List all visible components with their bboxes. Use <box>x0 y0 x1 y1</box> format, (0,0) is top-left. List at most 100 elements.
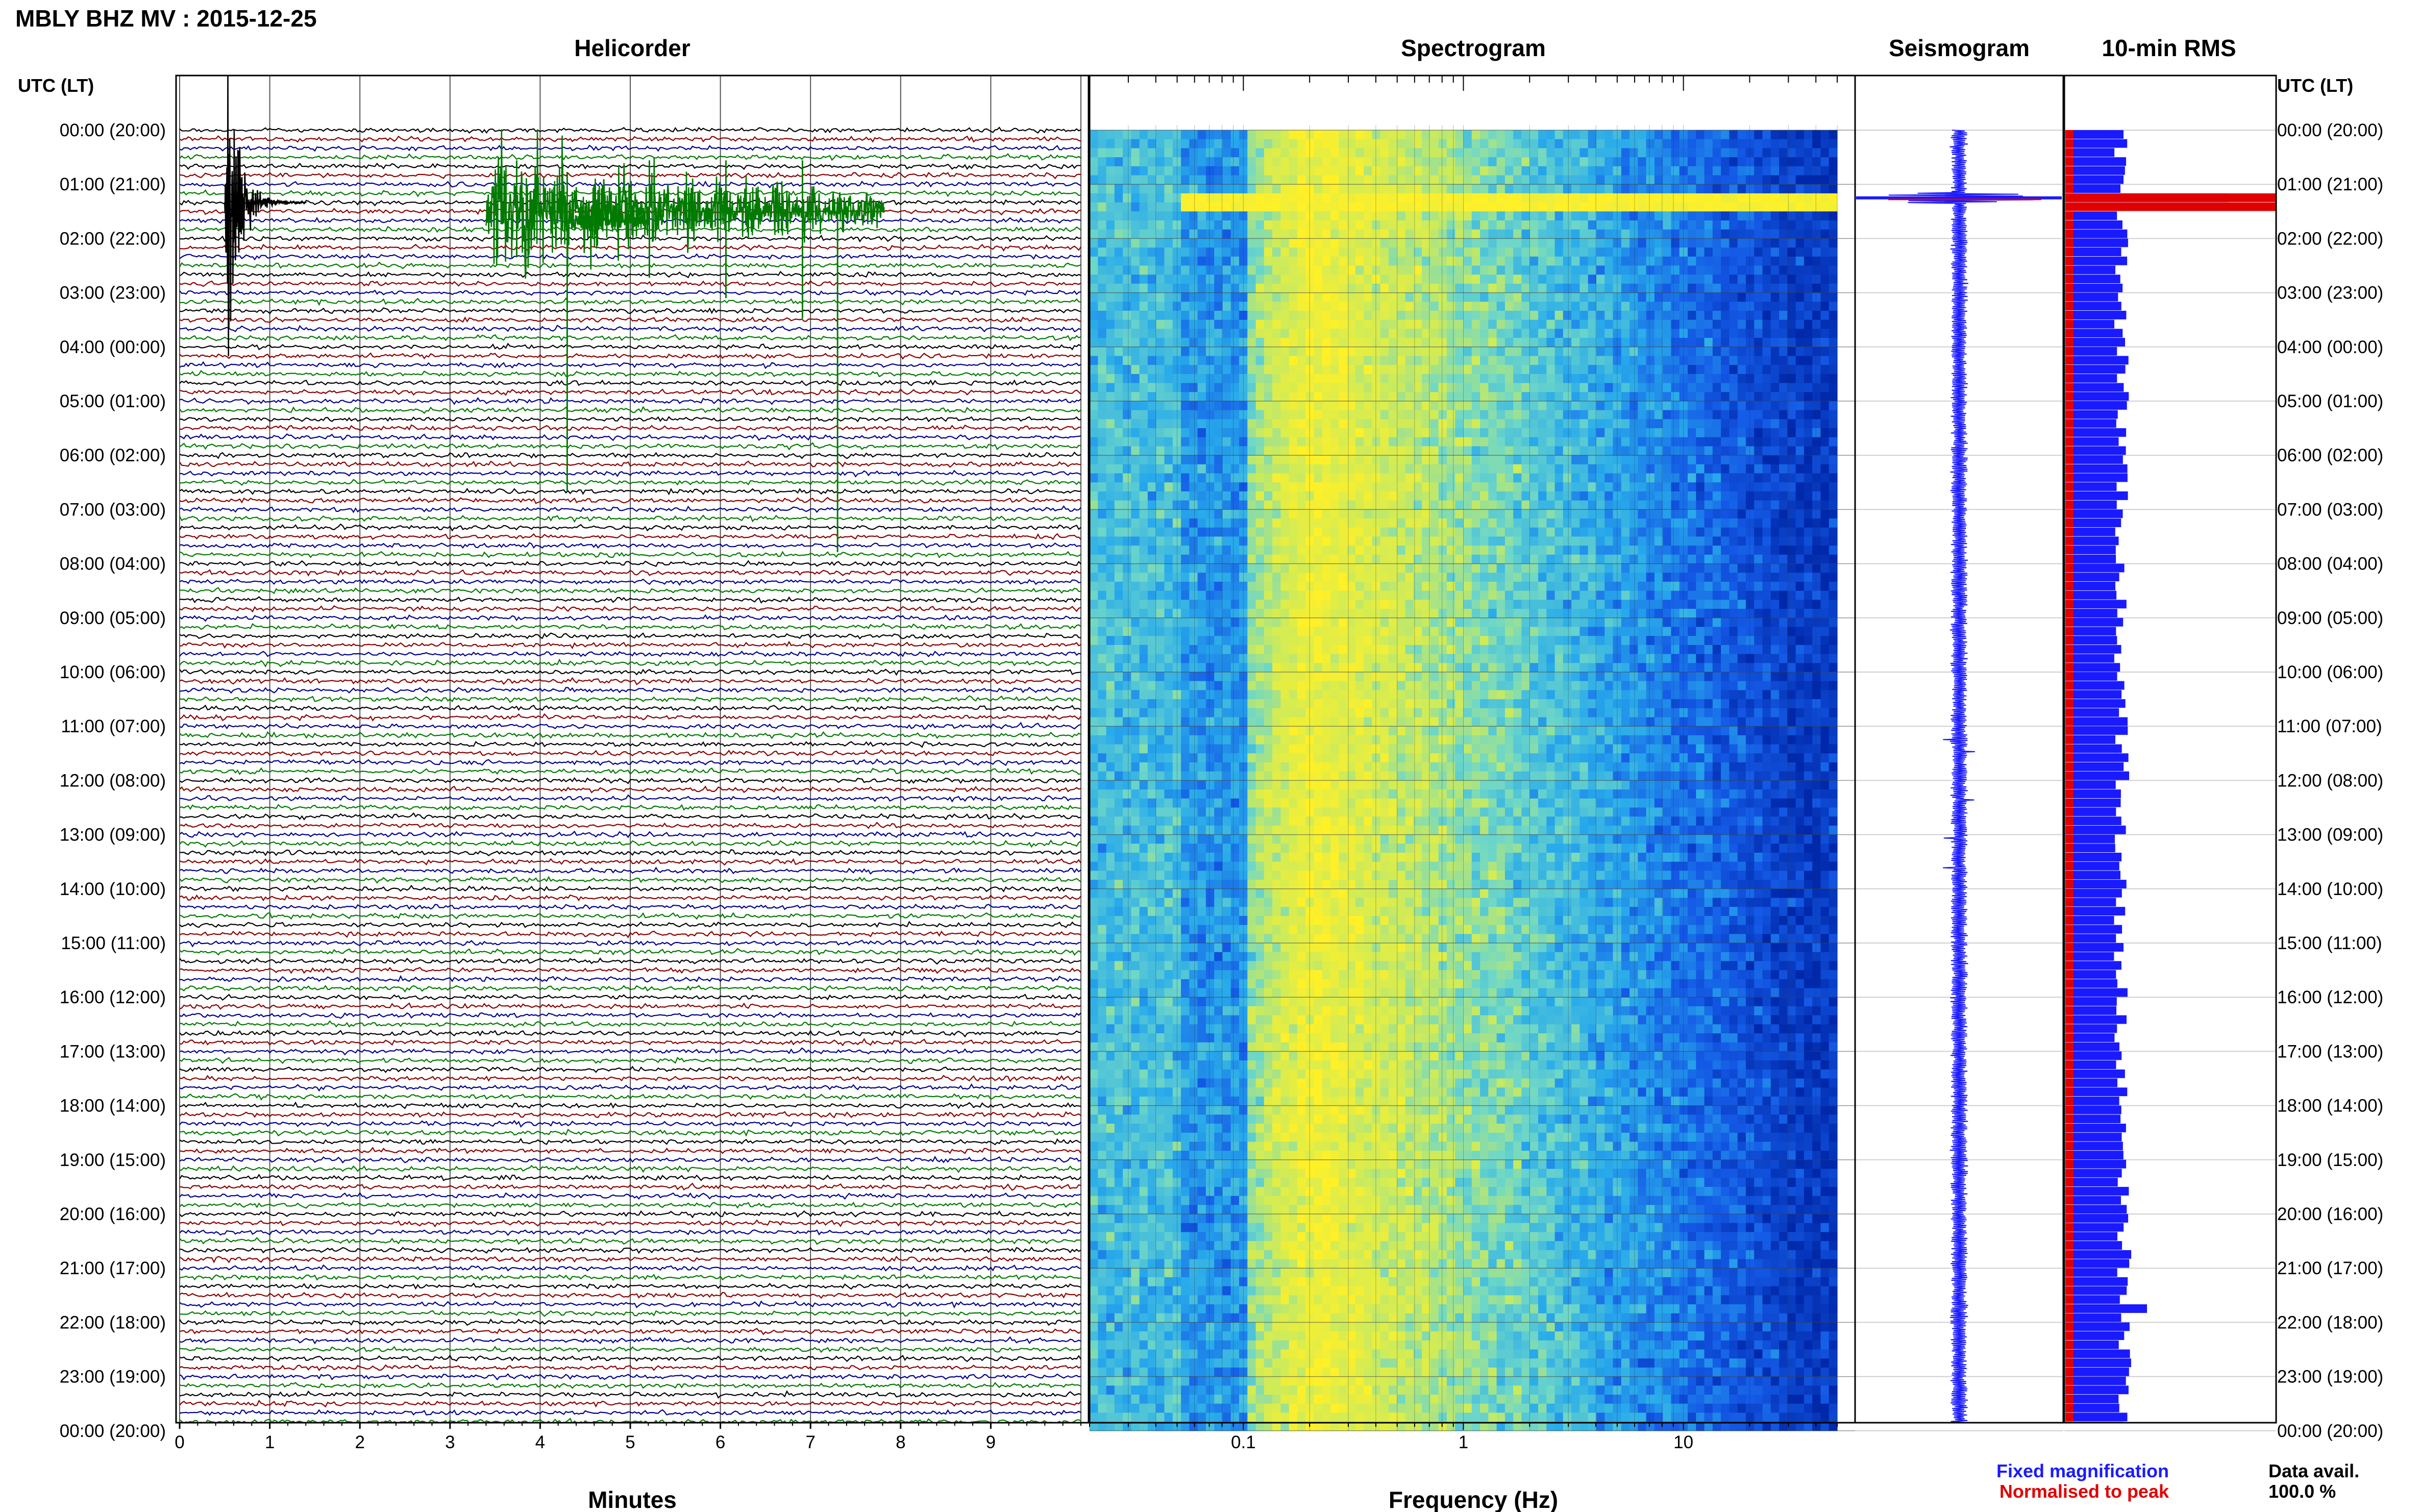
spectrogram-cell <box>1347 365 1356 375</box>
spectrogram-cell <box>1820 311 1830 320</box>
spectrogram-cell <box>1181 482 1190 492</box>
spectrogram-cell <box>1156 220 1165 230</box>
spectrogram-cell <box>1405 383 1414 392</box>
spectrogram-cell <box>1330 148 1339 158</box>
spectrogram-cell <box>1314 275 1323 284</box>
spectrogram-cell <box>1521 356 1531 365</box>
spectrogram-cell <box>1829 554 1838 564</box>
spectrogram-cell <box>1413 247 1422 257</box>
spectrogram-cell <box>1529 491 1539 501</box>
spectrogram-cell <box>1247 275 1256 284</box>
spectrogram-cell <box>1214 166 1223 176</box>
spectrogram-cell <box>1554 283 1564 293</box>
spectrogram-cell <box>1563 419 1572 429</box>
spectrogram-cell <box>1430 329 1439 338</box>
spectrogram-cell <box>1538 265 1547 275</box>
spectrogram-cell <box>1297 166 1306 176</box>
spectrogram-cell <box>1430 275 1439 284</box>
spectrogram-cell <box>1364 292 1373 302</box>
spectrogram-cell <box>1820 229 1830 239</box>
spectrogram-cell <box>1380 247 1389 257</box>
spectrogram-cell <box>1679 482 1688 492</box>
spectrogram-cell <box>1189 166 1198 176</box>
spectrogram-cell <box>1389 590 1397 600</box>
spectrogram-cell <box>1770 455 1780 465</box>
helicorder-trace <box>179 442 1081 451</box>
spectrogram-cell <box>1671 473 1680 483</box>
spectrogram-cell <box>1214 346 1223 357</box>
spectrogram-cell <box>1704 473 1713 483</box>
spectrogram-cell <box>1646 193 1655 203</box>
spectrogram-cell <box>1679 265 1688 275</box>
spectrogram-cell <box>1480 374 1489 384</box>
spectrogram-cell <box>1538 446 1547 456</box>
spectrogram-cell <box>1214 193 1223 203</box>
helicorder-trace <box>179 740 1081 748</box>
spectrogram-cell <box>1504 238 1514 248</box>
spectrogram-cell <box>1463 130 1472 140</box>
spectrogram-cell <box>1230 482 1240 492</box>
spectrogram-cell <box>1671 275 1680 284</box>
helicorder-trace <box>179 822 1081 829</box>
spectrogram-cell <box>1131 582 1140 591</box>
spectrogram-cell <box>1172 374 1181 384</box>
spectrogram-cell <box>1446 392 1455 402</box>
spectrogram-cell <box>1405 401 1414 411</box>
spectrogram-cell <box>1438 365 1447 375</box>
spectrogram-cell <box>1820 509 1830 519</box>
spectrogram-cell <box>1446 536 1455 546</box>
spectrogram-cell <box>1239 509 1248 519</box>
spectrogram-cell <box>1389 473 1397 483</box>
spectrogram-cell <box>1812 554 1821 564</box>
spectrogram-cell <box>1264 446 1273 456</box>
spectrogram-cell <box>1571 464 1580 474</box>
spectrogram-cell <box>1737 383 1746 392</box>
spectrogram-cell <box>1737 256 1746 266</box>
spectrogram-cell <box>1289 554 1298 564</box>
spectrogram-cell <box>1455 139 1464 148</box>
spectrogram-cell <box>1546 229 1556 239</box>
helicorder-trace <box>179 1390 1081 1399</box>
helicorder-trace <box>179 514 1081 523</box>
spectrogram-cell <box>1488 265 1497 275</box>
spectrogram-cell <box>1413 455 1422 465</box>
spectrogram-cell <box>1504 211 1514 221</box>
spectrogram-cell <box>1779 166 1788 176</box>
spectrogram-cell <box>1621 346 1630 357</box>
spectrogram-cell <box>1770 365 1780 375</box>
spectrogram-cell <box>1197 193 1206 203</box>
spectrogram-cell <box>1222 238 1231 248</box>
spectrogram-cell <box>1496 211 1505 221</box>
spectrogram-cell <box>1123 419 1131 429</box>
spectrogram-cell <box>1339 311 1348 320</box>
spectrogram-cell <box>1098 157 1107 167</box>
spectrogram-cell <box>1314 311 1323 320</box>
spectrogram-cell <box>1696 446 1705 456</box>
spectrogram-cell <box>1389 464 1397 474</box>
spectrogram-cell <box>1679 374 1688 384</box>
spectrogram-cell <box>1770 175 1780 185</box>
spectrogram-cell <box>1131 590 1140 600</box>
spectrogram-cell <box>1471 265 1480 275</box>
spectrogram-cell <box>1280 509 1290 519</box>
spectrogram-cell <box>1770 238 1780 248</box>
spectrogram-cell <box>1123 401 1131 411</box>
spectrogram-cell <box>1496 247 1505 257</box>
spectrogram-cell <box>1339 346 1348 357</box>
spectrogram-cell <box>1131 554 1140 564</box>
spectrogram-cell <box>1189 184 1198 194</box>
spectrogram-cell <box>1554 193 1564 203</box>
spectrogram-cell <box>1114 419 1123 429</box>
spectrogram-cell <box>1098 464 1107 474</box>
spectrogram-cell <box>1355 275 1364 284</box>
spectrogram-cell <box>1172 238 1181 248</box>
spectrogram-cell <box>1131 500 1140 510</box>
spectrogram-cell <box>1264 473 1273 483</box>
spectrogram-cell <box>1588 329 1597 338</box>
spectrogram-cell <box>1663 374 1672 384</box>
spectrogram-cell <box>1339 329 1348 338</box>
spectrogram-cell <box>1172 256 1181 266</box>
spectrogram-cell <box>1172 473 1181 483</box>
spectrogram-cell <box>1646 428 1655 438</box>
spectrogram-cell <box>1654 518 1663 528</box>
